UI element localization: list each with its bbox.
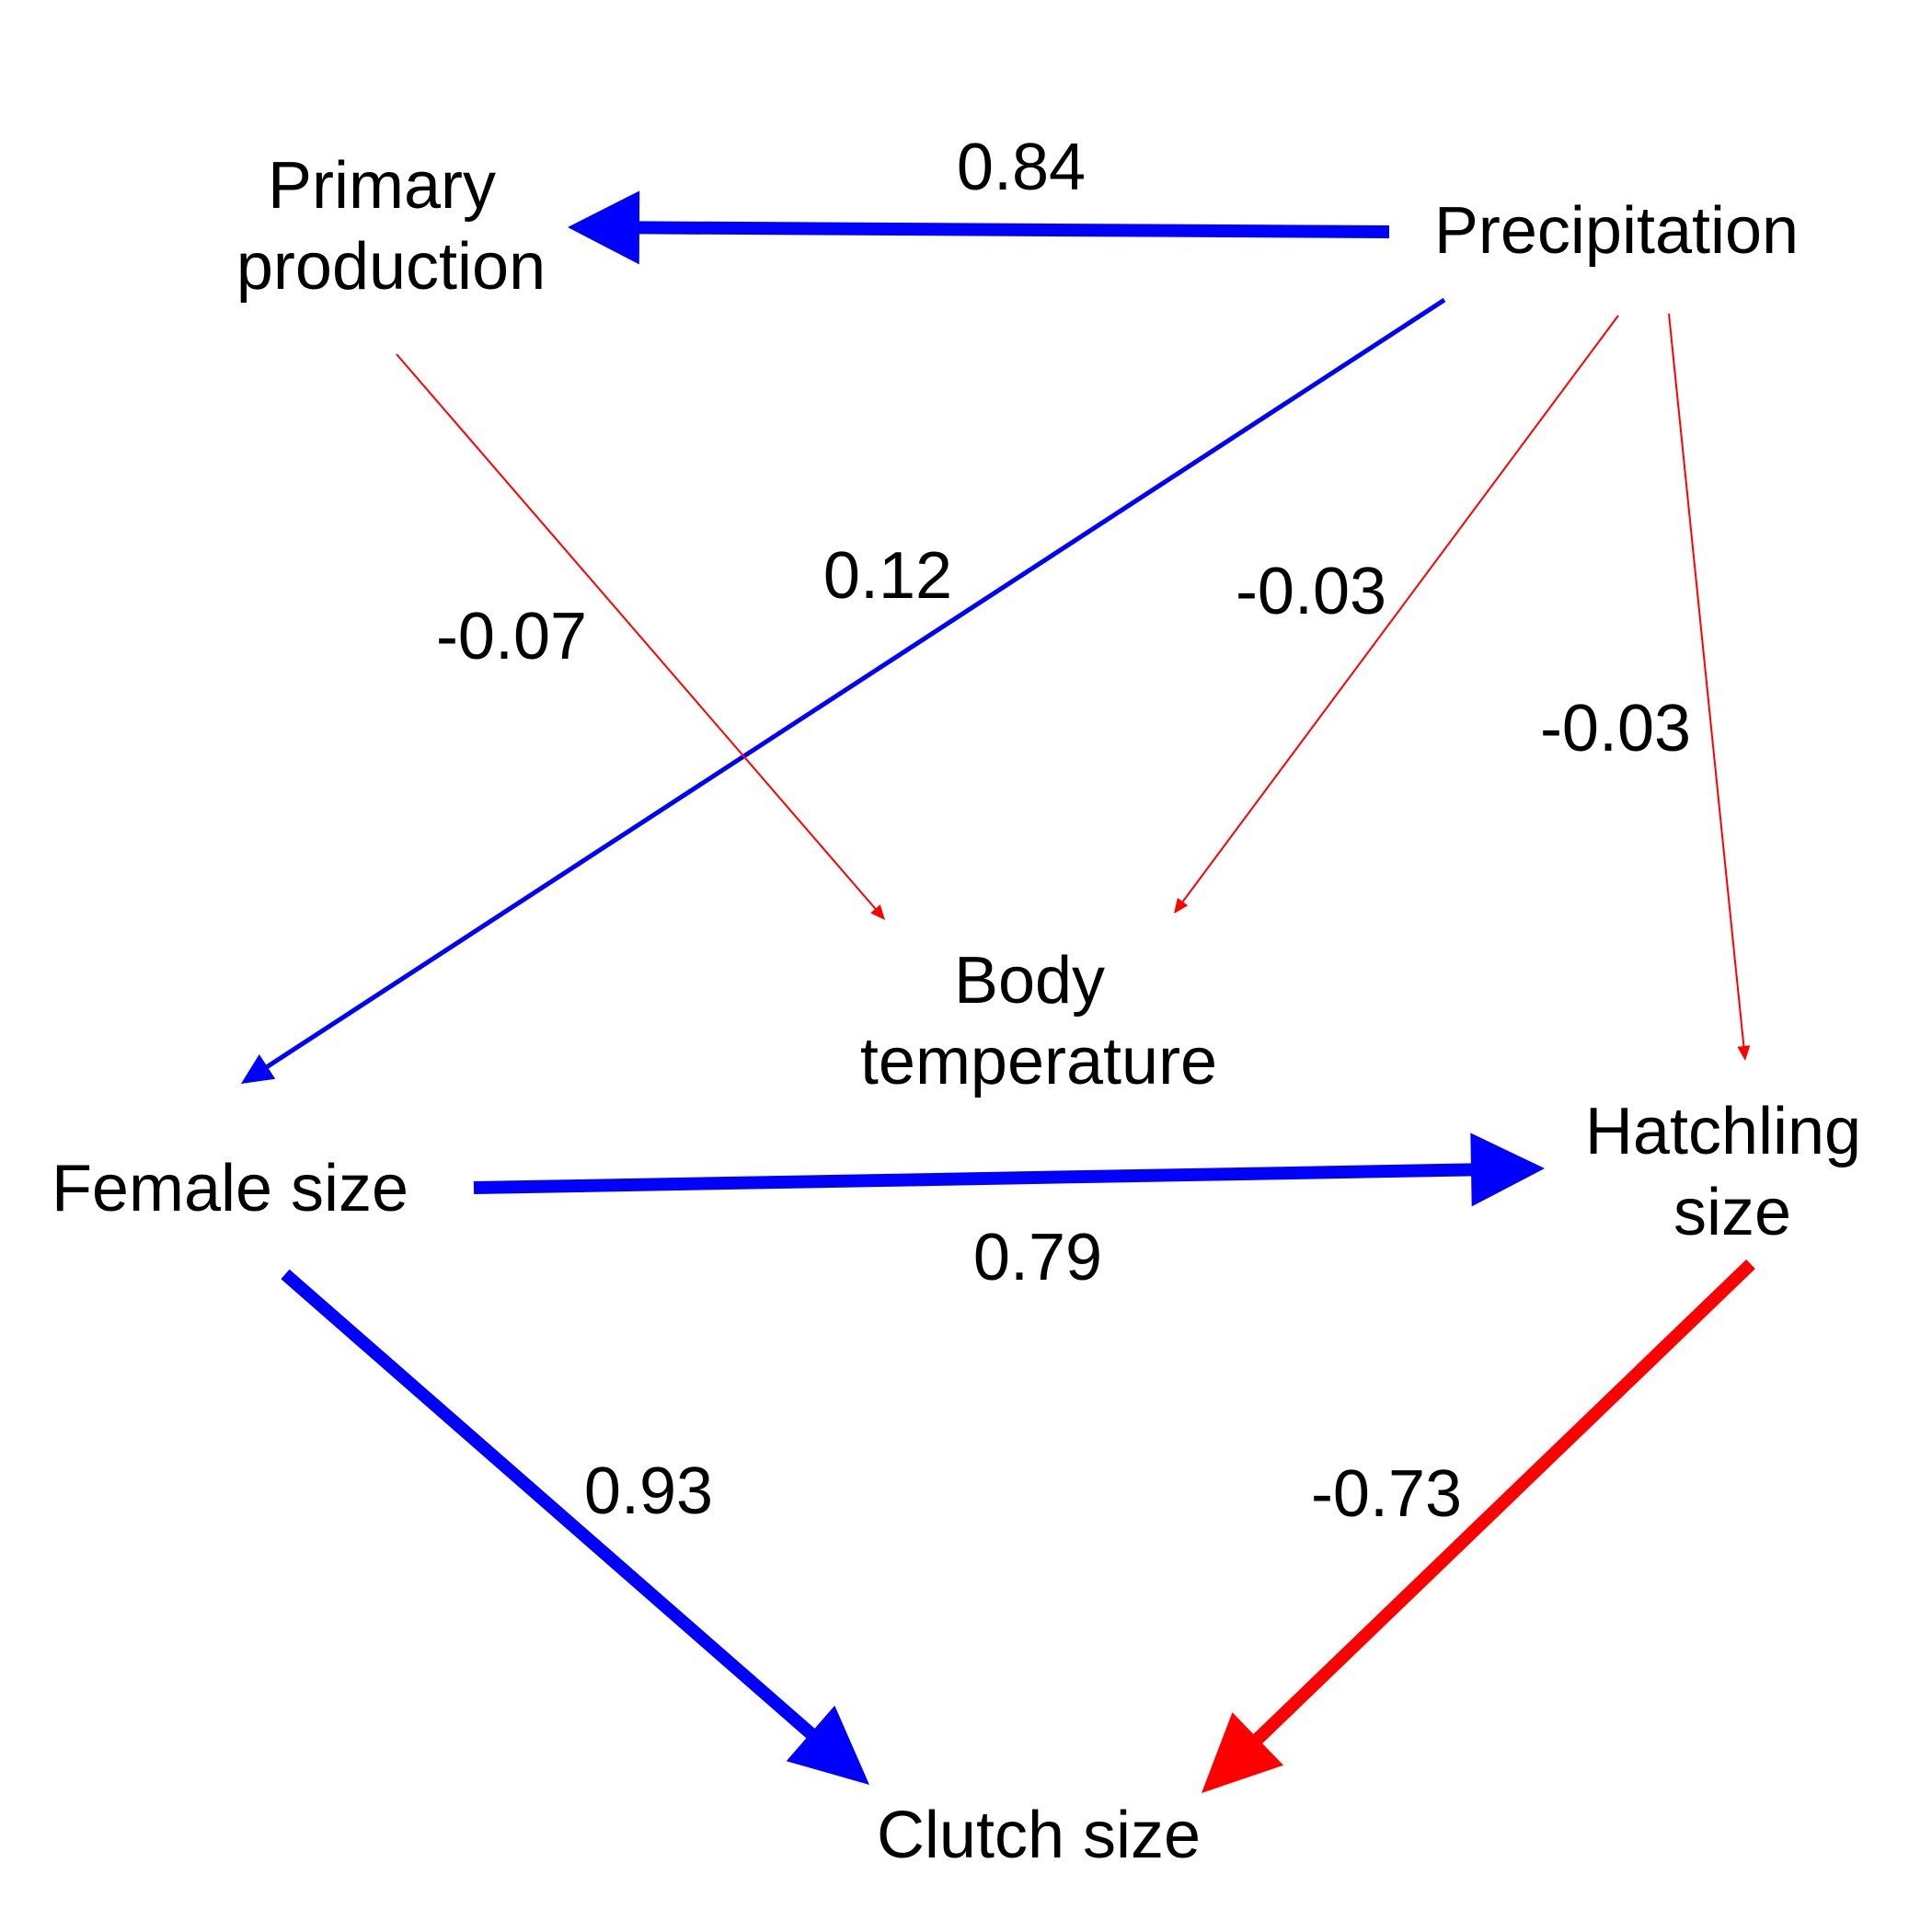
- node-primary-production-line-1: Primary: [268, 149, 496, 223]
- edge-arrowhead-female-to-clutch: [786, 1705, 869, 1785]
- coef-precip-to-primary: 0.84: [957, 131, 1086, 204]
- coef-primary-to-bodytemp: -0.07: [436, 600, 587, 673]
- node-precipitation: Precipitation: [1434, 194, 1799, 268]
- node-clutch-size: Clutch size: [877, 1799, 1201, 1872]
- edge-primary-to-bodytemp: [396, 353, 885, 920]
- edge-arrowhead-female-to-hatchling: [1470, 1133, 1545, 1207]
- edge-female-to-hatchling: [473, 1133, 1545, 1207]
- edge-arrowhead-precip-to-female: [241, 1054, 276, 1084]
- node-body-temperature: Body temperature: [860, 944, 1217, 1098]
- node-body-temperature-line-1: Body: [954, 944, 1105, 1018]
- edge-shaft-hatchling-to-clutch: [1251, 1259, 1755, 1745]
- edge-arrowhead-precip-to-bodytemp: [1174, 898, 1189, 914]
- edge-arrowhead-primary-to-bodytemp: [870, 904, 885, 920]
- coef-hatchling-to-clutch: -0.73: [1311, 1457, 1462, 1531]
- edge-precip-to-female: [241, 297, 1446, 1084]
- coef-female-to-hatchling: 0.79: [973, 1221, 1102, 1294]
- node-hatchling-size-line-1: Hatchling: [1585, 1095, 1861, 1168]
- edge-precip-to-primary: [568, 190, 1390, 265]
- node-female-size: Female size: [52, 1152, 408, 1225]
- node-hatchling-size: Hatchling size: [1585, 1095, 1880, 1249]
- nodes-layer: Primary production Precipitation Body te…: [52, 149, 1880, 1872]
- coef-precip-to-hatchling: -0.03: [1540, 692, 1691, 765]
- node-body-temperature-line-2: temperature: [860, 1025, 1217, 1098]
- node-primary-production-line-2: production: [236, 230, 546, 304]
- edge-precip-to-bodytemp: [1174, 315, 1619, 914]
- edge-arrowhead-hatchling-to-clutch: [1202, 1712, 1283, 1793]
- edge-female-to-clutch: [281, 1269, 869, 1785]
- edge-precip-to-hatchling: [1668, 313, 1751, 1061]
- edge-arrowhead-precip-to-primary: [568, 190, 640, 265]
- coef-female-to-clutch: 0.93: [584, 1455, 713, 1528]
- node-female-size-line-1: Female size: [52, 1152, 408, 1225]
- edge-shaft-precip-to-bodytemp: [1180, 315, 1619, 904]
- node-clutch-size-line-1: Clutch size: [877, 1799, 1201, 1872]
- edge-shaft-female-to-hatchling: [473, 1163, 1474, 1194]
- edge-shaft-precip-to-female: [264, 297, 1446, 1070]
- edge-hatchling-to-clutch: [1202, 1259, 1755, 1793]
- coef-precip-to-female: 0.12: [823, 539, 952, 613]
- coefficients-layer: 0.84 0.12 -0.07 -0.03 -0.03 0.79 0.93 -0…: [436, 131, 1691, 1531]
- edge-shaft-precip-to-primary: [637, 221, 1390, 238]
- node-primary-production: Primary production: [236, 149, 546, 304]
- edge-arrowhead-precip-to-hatchling: [1737, 1045, 1751, 1061]
- node-hatchling-size-line-2: size: [1673, 1176, 1791, 1249]
- coef-precip-to-bodytemp: -0.03: [1236, 555, 1386, 628]
- edges-layer: [241, 190, 1755, 1793]
- edge-shaft-female-to-clutch: [281, 1269, 817, 1740]
- node-precipitation-line-1: Precipitation: [1434, 194, 1799, 268]
- edge-shaft-precip-to-hatchling: [1668, 313, 1745, 1049]
- edge-shaft-primary-to-bodytemp: [396, 353, 878, 912]
